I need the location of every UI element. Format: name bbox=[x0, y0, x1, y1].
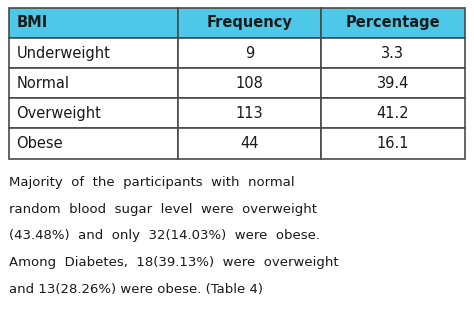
Text: and 13(28.26%) were obese. (Table 4): and 13(28.26%) were obese. (Table 4) bbox=[9, 283, 264, 295]
Bar bbox=[321, 38, 465, 68]
Text: 39.4: 39.4 bbox=[377, 76, 409, 91]
Text: Normal: Normal bbox=[17, 76, 70, 91]
Bar bbox=[178, 98, 321, 128]
Bar bbox=[178, 68, 321, 98]
Text: random  blood  sugar  level  were  overweight: random blood sugar level were overweight bbox=[9, 203, 318, 215]
Text: 3.3: 3.3 bbox=[382, 46, 404, 61]
Bar bbox=[9, 38, 178, 68]
Bar bbox=[9, 8, 178, 38]
Text: Among  Diabetes,  18(39.13%)  were  overweight: Among Diabetes, 18(39.13%) were overweig… bbox=[9, 256, 339, 269]
Bar bbox=[178, 38, 321, 68]
Text: Underweight: Underweight bbox=[17, 46, 110, 61]
Bar bbox=[321, 8, 465, 38]
Text: 41.2: 41.2 bbox=[376, 106, 409, 121]
Text: 108: 108 bbox=[236, 76, 264, 91]
Text: 9: 9 bbox=[245, 46, 254, 61]
Text: Frequency: Frequency bbox=[207, 15, 292, 30]
Bar bbox=[178, 8, 321, 38]
Text: Percentage: Percentage bbox=[346, 15, 440, 30]
Bar bbox=[9, 98, 178, 128]
Text: Obese: Obese bbox=[17, 136, 63, 151]
Text: (43.48%)  and  only  32(14.03%)  were  obese.: (43.48%) and only 32(14.03%) were obese. bbox=[9, 229, 320, 242]
Text: 113: 113 bbox=[236, 106, 264, 121]
Bar bbox=[9, 68, 178, 98]
Text: 16.1: 16.1 bbox=[377, 136, 409, 151]
Text: 44: 44 bbox=[240, 136, 259, 151]
Bar bbox=[321, 68, 465, 98]
Bar bbox=[321, 98, 465, 128]
Bar bbox=[9, 128, 178, 159]
Text: BMI: BMI bbox=[17, 15, 48, 30]
Bar bbox=[178, 128, 321, 159]
Text: Majority  of  the  participants  with  normal: Majority of the participants with normal bbox=[9, 176, 295, 189]
Bar bbox=[321, 128, 465, 159]
Text: Overweight: Overweight bbox=[17, 106, 101, 121]
